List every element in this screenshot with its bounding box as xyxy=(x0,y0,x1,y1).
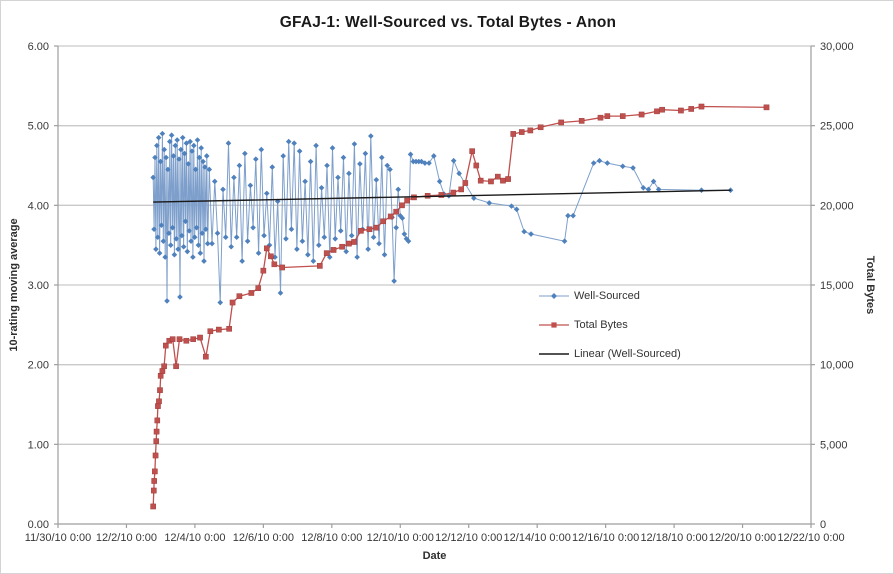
legend-item-total-bytes: Total Bytes xyxy=(539,310,739,339)
x-tick-label: 12/14/10 0:00 xyxy=(504,532,571,544)
tick-labels: 0.00 1.00 2.00 3.00 4.00 5.00 6.00 0 5,000 10,000… xyxy=(25,41,854,544)
x-tick-label: 12/6/10 0:00 xyxy=(233,532,294,544)
chart-title: GFAJ-1: Well-Sourced vs. Total Bytes - A… xyxy=(279,14,617,31)
legend-label: Linear (Well-Sourced) xyxy=(574,347,681,360)
y-left-tick-label: 5.00 xyxy=(28,121,49,133)
total-bytes-marker-icon xyxy=(539,321,569,328)
legend-item-linear: Linear (Well-Sourced) xyxy=(539,339,739,368)
y-right-tick-label: 10,000 xyxy=(820,360,854,372)
well-sourced-marker-icon xyxy=(539,292,569,299)
legend-label: Well-Sourced xyxy=(574,289,640,302)
x-tick-label: 12/16/10 0:00 xyxy=(572,532,639,544)
x-tick-label: 11/30/10 0:00 xyxy=(25,532,91,544)
y-right-tick-label: 30,000 xyxy=(820,41,854,53)
legend-label: Total Bytes xyxy=(574,318,628,331)
y-left-tick-label: 4.00 xyxy=(28,200,49,212)
series-well-sourced xyxy=(150,130,734,306)
x-tick-label: 12/2/10 0:00 xyxy=(96,532,157,544)
axes xyxy=(54,45,815,528)
y-right-tick-label: 15,000 xyxy=(820,280,854,292)
x-tick-label: 12/8/10 0:00 xyxy=(301,532,362,544)
linear-trendline-icon xyxy=(539,352,569,355)
y-left-tick-label: 1.00 xyxy=(28,439,49,451)
y-axis-left-title: 10-rating moving average xyxy=(8,218,20,352)
y-axis-right-title: Total Bytes xyxy=(864,255,876,315)
legend: Well-Sourced Total Bytes Linear (Well-So… xyxy=(539,281,739,368)
x-tick-label: 12/22/10 0:00 xyxy=(777,532,844,544)
x-axis-title: Date xyxy=(422,550,447,562)
y-left-tick-label: 2.00 xyxy=(28,360,49,372)
y-left-tick-label: 3.00 xyxy=(28,280,49,292)
y-left-tick-label: 6.00 xyxy=(28,41,49,53)
x-tick-label: 12/12/10 0:00 xyxy=(435,532,502,544)
y-right-tick-label: 0 xyxy=(820,519,826,531)
legend-item-well-sourced: Well-Sourced xyxy=(539,281,739,310)
y-left-tick-label: 0.00 xyxy=(28,519,49,531)
y-right-tick-label: 25,000 xyxy=(820,121,854,133)
y-right-tick-label: 5,000 xyxy=(820,439,848,451)
x-tick-label: 12/20/10 0:00 xyxy=(709,532,776,544)
series-linear-well-sourced- xyxy=(153,189,731,203)
y-right-tick-label: 20,000 xyxy=(820,200,854,212)
x-tick-label: 12/18/10 0:00 xyxy=(640,532,707,544)
x-tick-label: 12/4/10 0:00 xyxy=(164,532,225,544)
x-tick-label: 12/10/10 0:00 xyxy=(367,532,434,544)
